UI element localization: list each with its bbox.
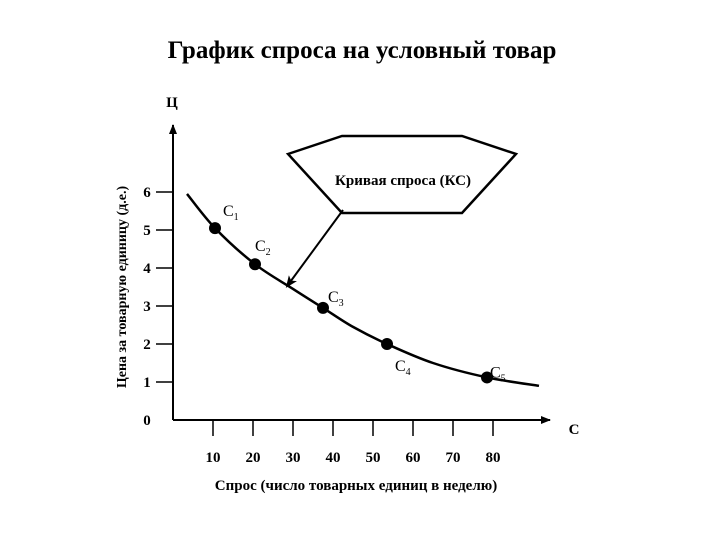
y-tick-label-2: 2 [143, 337, 151, 353]
x-tick-label-20: 20 [246, 450, 261, 466]
callout-layer: Кривая спроса (КС) [285, 134, 519, 288]
y-tick-label-4: 4 [143, 261, 151, 277]
point-c2 [249, 258, 261, 271]
points-layer: С1 С2 С3 С4 С5 [209, 203, 506, 384]
callout-arrow [285, 209, 344, 288]
chart-title: График спроса на условный товар [168, 37, 557, 64]
curve-layer [186, 193, 540, 388]
x-tick-label-70: 70 [446, 450, 461, 466]
x-tick-label-60: 60 [406, 450, 421, 466]
x-tick-label-30: 30 [286, 450, 301, 466]
point-c3 [317, 301, 329, 314]
x-tick-label-10: 10 [206, 450, 221, 466]
point-c1 [209, 222, 221, 235]
y-tick-label-6: 6 [143, 185, 151, 201]
point-label-sub-c5: 5 [501, 373, 506, 384]
y-tick-label-5: 5 [143, 223, 151, 239]
point-label-c3: С3 [328, 289, 344, 309]
x-axis-name: С [569, 422, 580, 438]
point-label-sub-c2: 2 [266, 247, 271, 258]
y-tick-label-1: 1 [143, 375, 151, 391]
x-tick-label-50: 50 [366, 450, 381, 466]
y-axis-name: Ц [166, 95, 178, 111]
demand-curve [186, 193, 540, 388]
point-c5 [481, 371, 493, 384]
x-axis-title: Спрос (число товарных единиц в неделю) [215, 478, 497, 494]
point-label-c4: С4 [395, 358, 411, 378]
point-label-sub-c1: 1 [234, 212, 239, 223]
axes [169, 124, 551, 424]
y-tick-label-3: 3 [143, 299, 151, 315]
point-label-c5: С5 [490, 364, 506, 384]
point-c4 [381, 338, 393, 350]
x-tick-label-80: 80 [486, 450, 501, 466]
point-label-c1: С1 [223, 203, 239, 223]
y-tick-label-0: 0 [143, 413, 151, 429]
y-axis-title: Цена за товарную единицу (д.е.) [115, 186, 130, 389]
point-label-sub-c4: 4 [406, 367, 411, 378]
point-label-c2: С2 [255, 238, 271, 258]
callout-text: Кривая спроса (КС) [335, 173, 471, 189]
ticks: 0 1 2 3 4 5 6 10 20 30 40 50 60 70 80 [143, 185, 500, 466]
x-tick-label-40: 40 [326, 450, 341, 466]
point-label-sub-c3: 3 [339, 298, 344, 309]
